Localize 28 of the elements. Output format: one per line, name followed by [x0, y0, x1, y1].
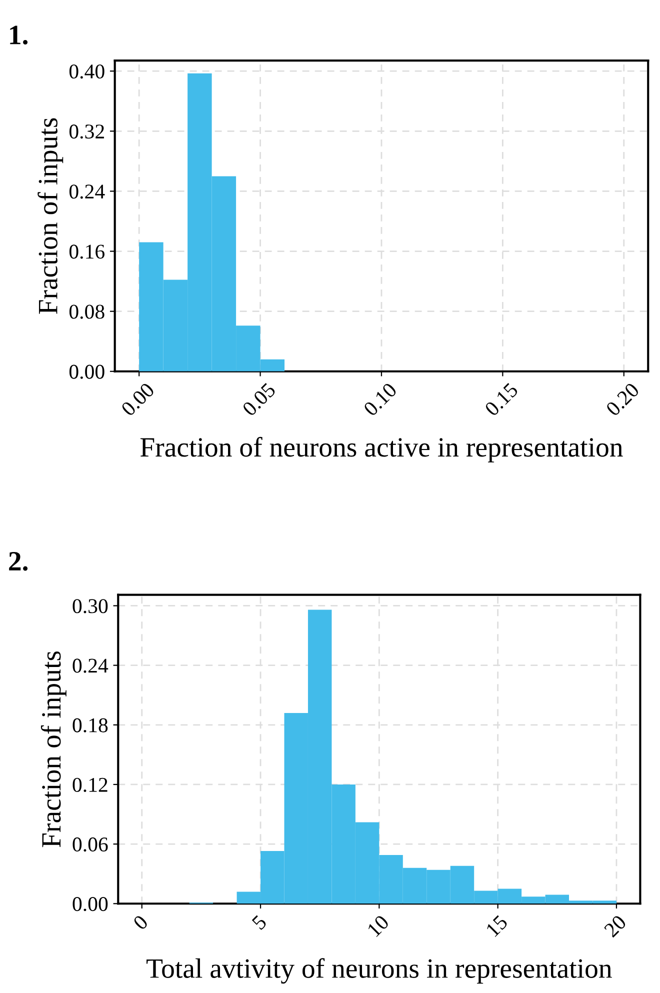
- y-tick-label: 0.32: [69, 124, 104, 139]
- y-tick-label: 0.40: [69, 64, 104, 79]
- y-tick-label: 0.08: [69, 304, 104, 319]
- x-tick-label: 10: [366, 914, 390, 938]
- y-tick-label: 0.12: [72, 778, 108, 792]
- y-axis-title: Fraction of inputs: [38, 118, 64, 314]
- x-tick-label: 0.00: [120, 382, 156, 417]
- y-tick-label: 0.24: [72, 658, 108, 673]
- y-tick-label: 0.06: [72, 837, 108, 852]
- x-tick-label: 0.15: [484, 382, 519, 417]
- y-axis-title: Fraction of inputs: [40, 651, 66, 848]
- y-tick-label: 0.16: [69, 244, 104, 259]
- chart-title: 1.: [10, 26, 28, 44]
- x-axis-title: Total avtivity of neurons in representation: [146, 958, 612, 984]
- y-tick-label: 0.00: [72, 897, 108, 912]
- x-tick-label: 0.05: [242, 382, 276, 417]
- x-tick-label: 0.10: [362, 382, 398, 417]
- x-axis-title: Fraction of neurons active in representation: [140, 436, 623, 462]
- y-tick-label: 0.18: [72, 718, 108, 732]
- y-tick-label: 0.00: [69, 364, 104, 379]
- x-tick-label: 20: [603, 914, 627, 938]
- x-tick-label: 5: [252, 914, 268, 930]
- x-tick-label: 0.20: [605, 382, 640, 417]
- y-tick-label: 0.24: [69, 184, 105, 199]
- y-tick-label: 0.30: [72, 599, 108, 614]
- x-tick-label: 0: [132, 914, 149, 931]
- x-tick-label: 15: [486, 914, 508, 938]
- chart-title: 2.: [9, 552, 28, 571]
